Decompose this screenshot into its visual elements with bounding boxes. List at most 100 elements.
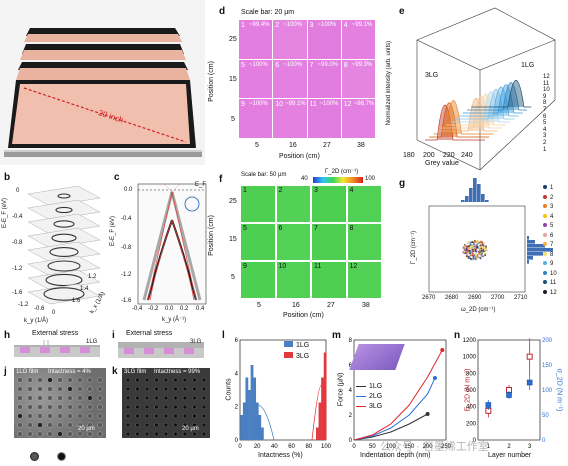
g-point [466,254,468,257]
j-hole [77,395,83,401]
e-label-3lg: 3LG [425,72,439,79]
b-slice [27,283,101,305]
j-hole [37,431,43,437]
k-hole [125,431,131,437]
panel-b-arpes-stack [27,185,101,305]
j-sem-image: 1LG film Intactness = 4% 20 µm [14,368,106,438]
panel-a: a 20 inch [0,0,205,165]
panel-c: c E_F E-E_F (eV) 0.0 -0.4 -0.8 -1.2 -1.6… [110,170,212,330]
b-slice [27,227,101,249]
b-xtick: -1.2 [18,302,29,308]
panel-d-grid: 1 ~99.4% 2 ~100% 3 ~100% 4 ~99.1% 5 ~100% 6 ~1… [239,20,375,138]
j-hole [47,377,53,383]
k-hole [192,422,197,428]
l-bar [255,402,259,440]
c-ytick: -0.8 [121,245,132,251]
e-xtick: 200 [423,152,435,159]
j-hole [47,422,53,428]
g-xtick: 2680 [445,295,459,301]
f-colorbar [313,177,363,183]
c-ef-label: E_F [195,182,207,188]
i-schematic [118,342,204,358]
j-hole [27,431,33,437]
g-point [470,246,473,249]
n-ytick: 1000 [463,355,477,361]
l-ylabel: Counts [225,378,233,401]
k-hole [163,413,169,419]
e-peak-series [450,91,511,123]
j-hole [67,422,73,428]
m-endpoint [432,376,437,380]
d-ytick: 25 [229,36,237,43]
d-cell: 4 ~99.1% [341,20,375,59]
l-bar [240,415,244,440]
g-point [472,258,475,261]
l-ytick: 2 [235,405,239,411]
l-legend-swatch-1lg [284,341,293,347]
k-hole [154,404,159,410]
l-bar [248,390,251,440]
g-legend-marker [543,280,547,285]
d-xlabel: Position (cm) [279,153,320,160]
j-hole [67,395,73,401]
c-ytick: 0.0 [124,187,133,193]
panel-label-m: m [332,330,341,341]
j-hole [57,395,63,401]
k-hole [154,413,159,419]
g-legend-item: 3 [543,203,557,213]
panel-label-f: f [219,174,223,185]
n-ytick: 400 [466,405,477,411]
g-point [469,244,471,247]
e-peak-series [458,86,519,117]
panel-c-dispersion [137,183,207,305]
g-point [473,242,475,244]
f-ytick: 25 [229,198,237,205]
k-hole [192,413,197,419]
j-hole [37,422,43,428]
g-legend-item: 2 [543,194,557,204]
k-hole [182,413,188,419]
g-point [479,240,482,243]
d-xtick: 16 [289,142,297,149]
g-point [477,241,480,243]
g-hist-right-bar [527,240,535,244]
j-hole [17,377,23,383]
m-endpoint [425,412,430,416]
j-hole [97,431,103,437]
b-ytick: -0.8 [12,240,23,246]
panel-b: b E-E_F (eV) 0 -0.4 -0.8 -1.2 -1.6 -1.2 … [0,170,110,330]
d-cell: 12 ~98.7% [341,99,375,138]
g-ylabel: Γ_2D (cm⁻¹) [411,230,418,265]
g-legend-marker [543,194,547,199]
j-hole [67,404,73,410]
e-peak-series [429,102,490,138]
m-ylabel: Force (µN) [337,372,345,407]
g-point [473,243,475,246]
k-hole [135,395,140,401]
g-point [475,249,478,252]
b-slice [27,269,101,291]
g-point [467,257,470,259]
k-hole [182,377,188,383]
g-legend-marker [543,232,547,237]
j-hole [37,386,43,392]
k-hole [154,395,159,401]
e-xtick: 240 [461,152,473,159]
m-xtick: 150 [404,444,415,450]
n-xtick: 1 [487,444,491,450]
j-hole [27,404,33,410]
j-hole [87,413,93,419]
g-point [465,247,468,250]
b-slice [27,199,101,221]
n-ylabel-right: σ_2D (N m⁻¹) [555,368,563,412]
j-hole [37,377,43,383]
c-ylabel: E-E_F (eV) [110,215,117,247]
k-scale: 20 µm [182,426,199,432]
panel-label-l: l [222,330,225,341]
c-xtick: 0.2 [180,306,189,312]
j-hole [77,422,83,428]
g-hist-top-bar [481,194,485,202]
j-hole [47,413,53,419]
g-point [483,242,485,245]
k-hole [154,386,159,392]
